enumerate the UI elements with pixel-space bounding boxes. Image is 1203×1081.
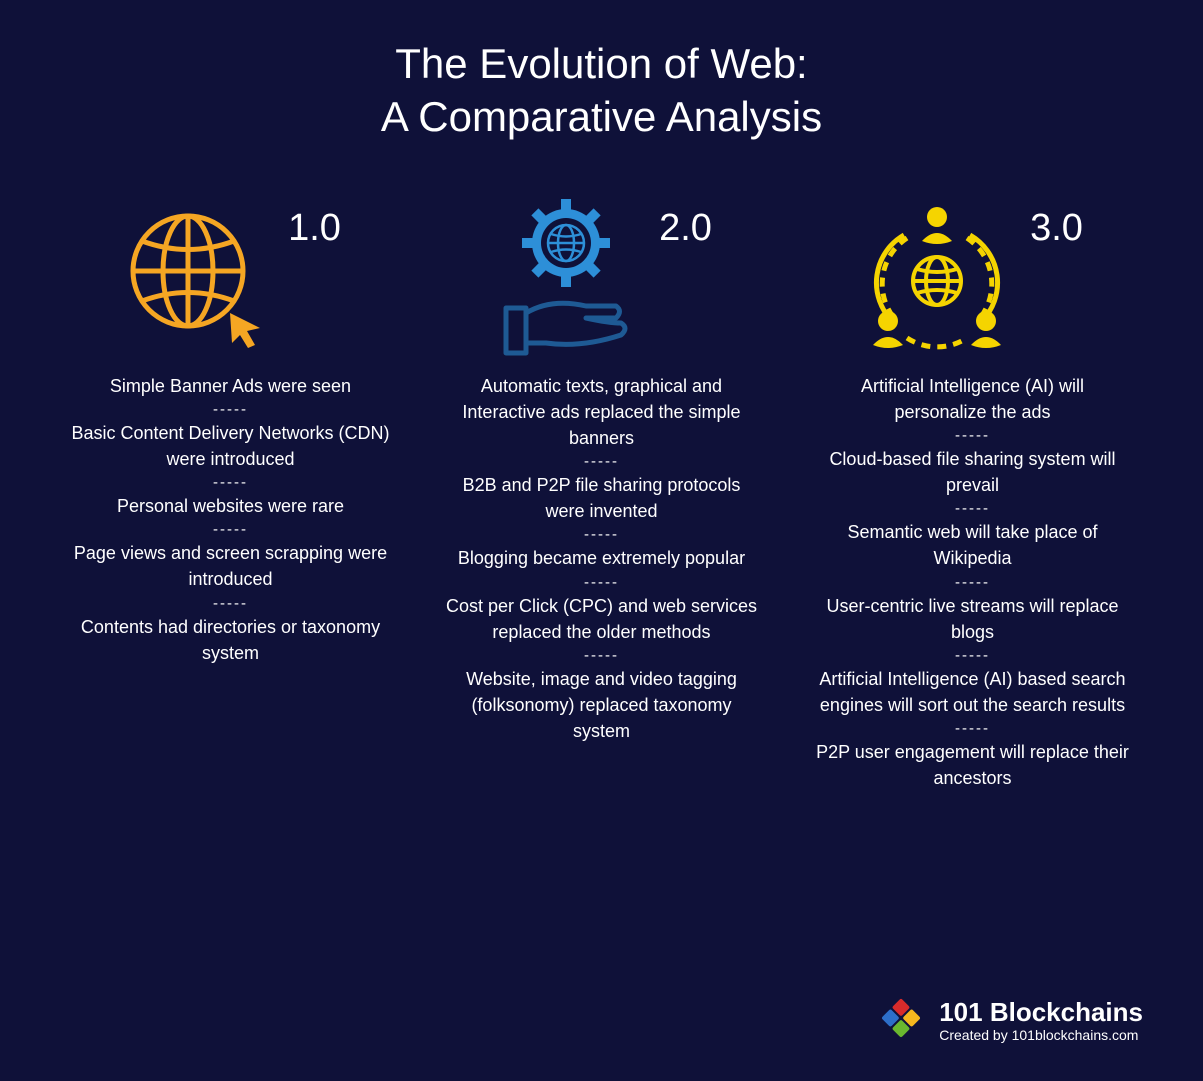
icon-row-1: 1.0 <box>120 203 341 373</box>
hand-gear-globe-icon <box>491 203 641 353</box>
points-list-2: Automatic texts, graphical and Interacti… <box>442 373 762 744</box>
brand-name: 101 Blockchains <box>939 998 1143 1027</box>
point-text: P2P user engagement will replace their a… <box>813 739 1133 791</box>
point-text: B2B and P2P file sharing protocols were … <box>442 472 762 524</box>
column-web1: 1.0 Simple Banner Ads were seen-----Basi… <box>71 203 391 791</box>
separator: ----- <box>813 645 1133 666</box>
point-text: Personal websites were rare <box>71 493 391 519</box>
title-block: The Evolution of Web: A Comparative Anal… <box>0 0 1203 143</box>
separator: ----- <box>442 451 762 472</box>
separator: ----- <box>442 645 762 666</box>
point-text: Cloud-based file sharing system will pre… <box>813 446 1133 498</box>
separator: ----- <box>442 524 762 545</box>
points-list-3: Artificial Intelligence (AI) will person… <box>813 373 1133 791</box>
point-text: Artificial Intelligence (AI) based searc… <box>813 666 1133 718</box>
title-line-1: The Evolution of Web: <box>0 38 1203 91</box>
point-text: Artificial Intelligence (AI) will person… <box>813 373 1133 425</box>
version-label-1: 1.0 <box>288 203 341 250</box>
point-text: Page views and screen scrapping were int… <box>71 540 391 592</box>
title-line-2: A Comparative Analysis <box>0 91 1203 144</box>
point-text: Website, image and video tagging (folkso… <box>442 666 762 744</box>
column-web2: 2.0 Automatic texts, graphical and Inter… <box>442 203 762 791</box>
point-text: Semantic web will take place of Wikipedi… <box>813 519 1133 571</box>
point-text: User-centric live streams will replace b… <box>813 593 1133 645</box>
column-web3: 3.0 Artificial Intelligence (AI) will pe… <box>813 203 1133 791</box>
columns-container: 1.0 Simple Banner Ads were seen-----Basi… <box>0 143 1203 791</box>
icon-row-3: 3.0 <box>862 203 1083 373</box>
brand-byline: Created by 101blockchains.com <box>939 1027 1143 1043</box>
brand-logo-icon <box>877 994 925 1047</box>
globe-people-network-icon <box>862 203 1012 353</box>
icon-row-2: 2.0 <box>491 203 712 373</box>
separator: ----- <box>813 425 1133 446</box>
point-text: Blogging became extremely popular <box>442 545 762 571</box>
separator: ----- <box>442 572 762 593</box>
globe-cursor-icon <box>120 203 270 353</box>
separator: ----- <box>71 593 391 614</box>
separator: ----- <box>71 399 391 420</box>
footer-text: 101 Blockchains Created by 101blockchain… <box>939 998 1143 1043</box>
points-list-1: Simple Banner Ads were seen-----Basic Co… <box>71 373 391 666</box>
point-text: Cost per Click (CPC) and web services re… <box>442 593 762 645</box>
point-text: Automatic texts, graphical and Interacti… <box>442 373 762 451</box>
point-text: Simple Banner Ads were seen <box>71 373 391 399</box>
separator: ----- <box>813 572 1133 593</box>
point-text: Basic Content Delivery Networks (CDN) we… <box>71 420 391 472</box>
separator: ----- <box>813 498 1133 519</box>
footer: 101 Blockchains Created by 101blockchain… <box>877 994 1143 1047</box>
version-label-2: 2.0 <box>659 203 712 250</box>
version-label-3: 3.0 <box>1030 203 1083 250</box>
separator: ----- <box>71 472 391 493</box>
separator: ----- <box>813 718 1133 739</box>
separator: ----- <box>71 519 391 540</box>
point-text: Contents had directories or taxonomy sys… <box>71 614 391 666</box>
